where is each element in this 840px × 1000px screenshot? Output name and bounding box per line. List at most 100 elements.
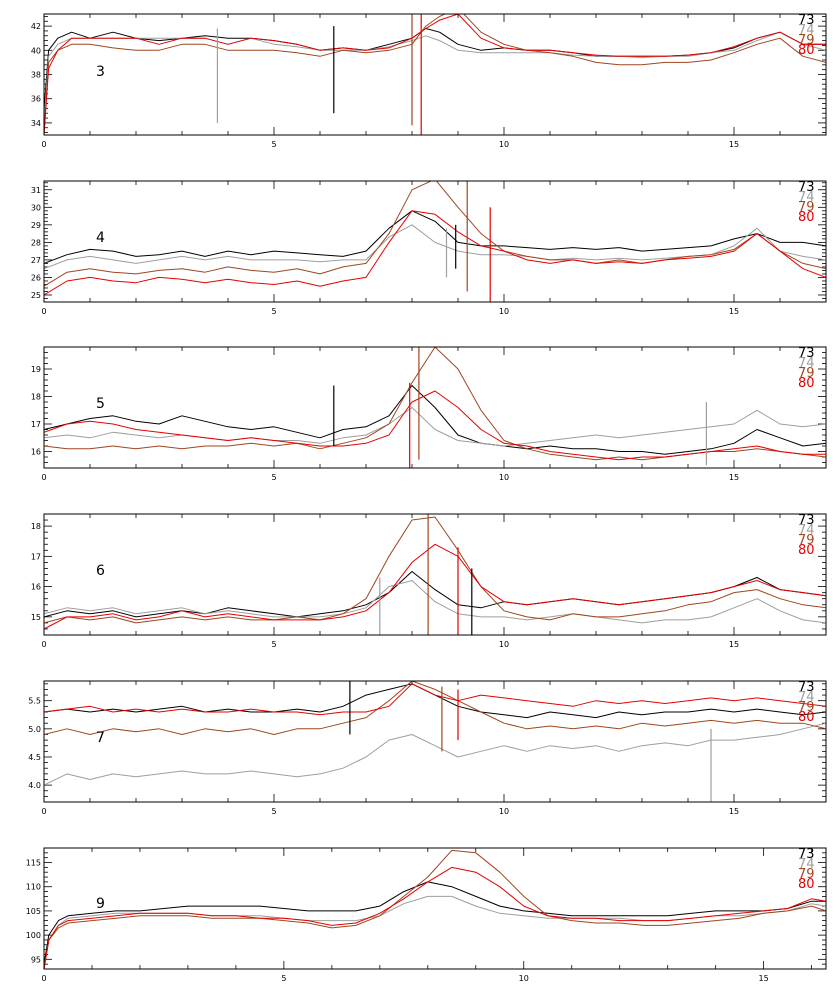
panel-data-group xyxy=(44,849,826,969)
legend-entry-73: 73 xyxy=(798,180,815,195)
y-tick-label: 5.5 xyxy=(28,697,41,706)
legend-entry-73: 73 xyxy=(798,13,815,28)
y-tick-label: 5.0 xyxy=(28,725,41,734)
y-tick-label: 28 xyxy=(31,238,41,247)
x-tick-label: 0 xyxy=(41,140,46,149)
y-tick-label: 95 xyxy=(31,955,41,964)
panel-label: 9 xyxy=(96,896,105,912)
y-tick-label: 34 xyxy=(31,119,41,128)
series-line-80 xyxy=(44,866,826,969)
x-tick-label: 5 xyxy=(271,307,276,316)
x-tick-label: 5 xyxy=(271,807,276,816)
x-tick-label: 10 xyxy=(499,307,509,316)
legend-entry-73: 73 xyxy=(798,680,815,695)
series-line-79 xyxy=(44,181,826,287)
panel-data-group xyxy=(44,347,826,468)
legend-entry-73: 73 xyxy=(798,513,815,528)
x-tick-label: 15 xyxy=(759,974,769,983)
y-tick-label: 40 xyxy=(31,46,41,55)
legend-entry-74: 74 xyxy=(798,690,815,705)
legend-entry-79: 79 xyxy=(798,867,815,882)
legend-entry-80: 80 xyxy=(798,43,815,58)
y-tick-label: 100 xyxy=(26,931,41,940)
y-tick-label: 38 xyxy=(31,71,41,80)
legend-entry-79: 79 xyxy=(798,200,815,215)
plot-frame xyxy=(43,180,827,303)
series-line-80 xyxy=(44,390,826,461)
y-tick-label: 115 xyxy=(26,859,41,868)
y-tick-label: 19 xyxy=(31,365,41,374)
series-line-79 xyxy=(44,14,826,135)
series-line-74 xyxy=(44,722,826,786)
x-tick-label: 10 xyxy=(499,140,509,149)
panel-data-group xyxy=(44,14,826,135)
series-line-79 xyxy=(44,516,826,624)
plot-frame xyxy=(43,513,827,636)
x-tick-label: 0 xyxy=(41,307,46,316)
legend-entry-80: 80 xyxy=(798,710,815,725)
y-tick-label: 17 xyxy=(31,552,41,561)
panel-data-group xyxy=(44,514,826,635)
y-tick-label: 29 xyxy=(31,221,41,230)
x-tick-label: 15 xyxy=(729,473,739,482)
legend-entry-74: 74 xyxy=(798,523,815,538)
series-line-74 xyxy=(44,31,826,123)
x-tick-label: 15 xyxy=(729,307,739,316)
x-tick-label: 10 xyxy=(499,640,509,649)
x-tick-label: 5 xyxy=(281,974,286,983)
plot-frame xyxy=(43,847,827,970)
series-line-80 xyxy=(44,210,826,296)
panel-data-group xyxy=(44,681,826,802)
y-tick-label: 27 xyxy=(31,256,41,265)
legend-entry-79: 79 xyxy=(798,533,815,548)
panel-label: 5 xyxy=(96,396,105,412)
series-line-79 xyxy=(44,849,826,969)
y-tick-label: 17 xyxy=(31,420,41,429)
y-tick-label: 15 xyxy=(31,613,41,622)
plot-frame xyxy=(43,13,827,136)
legend-entry-74: 74 xyxy=(798,190,815,205)
y-tick-label: 4.5 xyxy=(28,753,41,762)
series-line-74 xyxy=(44,580,826,624)
legend-entry-80: 80 xyxy=(798,543,815,558)
y-tick-label: 16 xyxy=(31,448,41,457)
y-tick-label: 36 xyxy=(31,95,41,104)
legend-entry-80: 80 xyxy=(798,210,815,225)
y-tick-label: 105 xyxy=(26,907,41,916)
y-tick-label: 30 xyxy=(31,203,41,212)
x-tick-label: 0 xyxy=(41,473,46,482)
x-tick-label: 0 xyxy=(41,974,46,983)
x-tick-label: 5 xyxy=(271,140,276,149)
panel-label: 4 xyxy=(96,230,105,246)
panel-label: 6 xyxy=(96,563,105,579)
legend-entry-74: 74 xyxy=(798,356,815,371)
series-line-80 xyxy=(44,543,826,630)
panel-label: 3 xyxy=(96,64,105,80)
y-tick-label: 110 xyxy=(26,883,41,892)
x-tick-label: 10 xyxy=(519,974,529,983)
x-tick-label: 10 xyxy=(499,807,509,816)
x-tick-label: 5 xyxy=(271,473,276,482)
y-tick-label: 25 xyxy=(31,291,41,300)
x-tick-label: 0 xyxy=(41,640,46,649)
legend-entry-79: 79 xyxy=(798,33,815,48)
legend-entry-79: 79 xyxy=(798,366,815,381)
series-line-74 xyxy=(44,407,826,447)
panel-label: 7 xyxy=(96,730,105,746)
y-tick-label: 42 xyxy=(31,22,41,31)
series-line-73 xyxy=(44,385,826,455)
y-tick-label: 26 xyxy=(31,273,41,282)
x-tick-label: 15 xyxy=(729,640,739,649)
series-line-79 xyxy=(44,681,826,735)
x-tick-label: 0 xyxy=(41,807,46,816)
y-tick-label: 16 xyxy=(31,583,41,592)
legend-entry-80: 80 xyxy=(798,877,815,892)
legend-entry-74: 74 xyxy=(798,23,815,38)
legend-entry-80: 80 xyxy=(798,376,815,391)
legend-entry-74: 74 xyxy=(798,857,815,872)
